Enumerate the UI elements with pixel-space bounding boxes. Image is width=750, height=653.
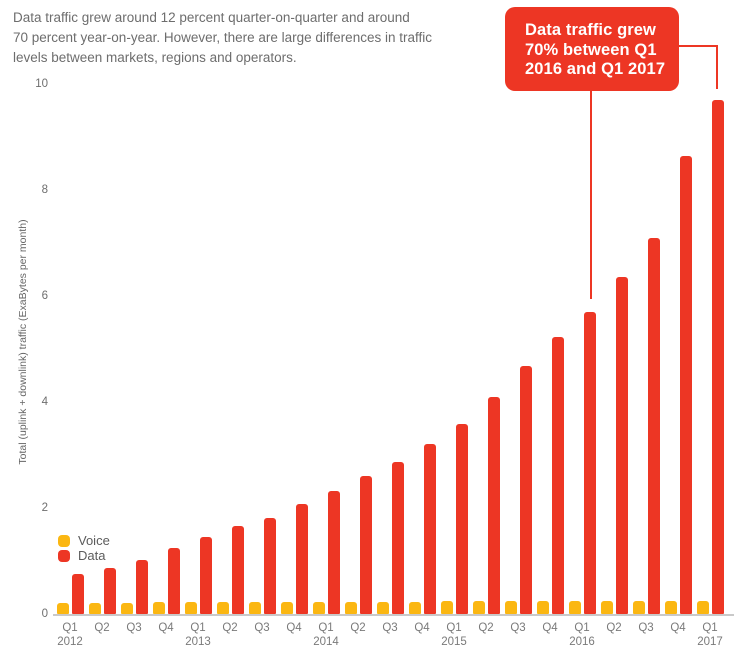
callout-text-line: Data traffic grew — [525, 21, 656, 39]
data-bar — [263, 518, 276, 614]
x-tick-year-label: 2013 — [185, 636, 211, 648]
x-tick-label: Q4 — [670, 622, 686, 634]
voice-bar — [376, 602, 389, 614]
data-bar — [615, 277, 628, 614]
data-bar — [103, 568, 116, 614]
x-tick-label: Q3 — [126, 622, 142, 634]
y-tick-label: 8 — [41, 184, 48, 196]
voice-bar — [504, 601, 517, 614]
data-bar — [487, 397, 500, 614]
x-tick-label: Q3 — [510, 622, 526, 634]
y-tick-label: 4 — [41, 396, 48, 408]
x-tick-label: Q4 — [414, 622, 430, 634]
voice-bar — [152, 602, 165, 614]
voice-bar — [248, 602, 261, 614]
voice-bar — [312, 602, 325, 614]
voice-bar — [184, 602, 197, 614]
x-tick-label: Q2 — [606, 622, 622, 634]
voice-bar — [280, 602, 293, 614]
voice-bar — [120, 603, 133, 614]
callout-box: Data traffic grew 70% between Q1 2016 an… — [505, 7, 679, 91]
data-bar — [359, 476, 372, 614]
voice-bar — [664, 601, 677, 614]
x-tick-label: Q4 — [286, 622, 302, 634]
x-tick-label: Q4 — [542, 622, 558, 634]
data-bar — [327, 491, 340, 614]
voice-bar — [696, 601, 709, 614]
x-tick-label: Q3 — [382, 622, 398, 634]
data-bar — [167, 548, 180, 614]
data-bar — [199, 537, 212, 614]
x-tick-label: Q2 — [94, 622, 110, 634]
voice-bar — [472, 601, 485, 614]
y-tick-label: 2 — [41, 502, 48, 514]
x-tick-label: Q1 — [446, 622, 462, 634]
x-tick-label: Q1 — [574, 622, 590, 634]
data-bar — [583, 312, 596, 614]
y-axis-title: Total (uplink + downlink) traffic (ExaBy… — [17, 219, 29, 465]
voice-bar — [88, 603, 101, 614]
data-bar — [423, 444, 436, 614]
data-bar — [231, 526, 244, 614]
data-bar — [295, 504, 308, 614]
y-tick-label: 6 — [41, 290, 48, 302]
x-tick-year-label: 2017 — [697, 636, 723, 648]
voice-bar — [536, 601, 549, 614]
legend-voice-label: Voice — [78, 533, 110, 548]
callout-text-line: 2016 and Q1 2017 — [525, 60, 666, 78]
voice-bar — [344, 602, 357, 614]
voice-bar — [568, 601, 581, 614]
legend-data-swatch — [58, 550, 70, 562]
x-tick-label: Q3 — [638, 622, 654, 634]
callout-connector-q1-2017-vertical — [716, 45, 718, 89]
callout-connector-q1-2017-horizontal — [679, 45, 718, 47]
intro-line: levels between markets, regions and oper… — [13, 50, 297, 65]
data-bar — [391, 462, 404, 614]
x-axis-line — [53, 614, 734, 616]
data-bar — [455, 424, 468, 614]
intro-line: Data traffic grew around 12 percent quar… — [13, 10, 410, 25]
x-tick-label: Q2 — [478, 622, 494, 634]
legend-data-label: Data — [78, 548, 106, 563]
voice-bar — [600, 601, 613, 614]
callout-text-line: 70% between Q1 — [525, 40, 657, 59]
x-tick-label: Q2 — [350, 622, 366, 634]
y-tick-label: 10 — [35, 78, 48, 90]
x-tick-label: Q2 — [222, 622, 238, 634]
data-bar — [647, 238, 660, 614]
x-tick-year-label: 2012 — [57, 636, 83, 648]
intro-line: 70 percent year-on-year. However, there … — [13, 30, 432, 45]
x-tick-label: Q1 — [702, 622, 718, 634]
data-bar — [135, 560, 148, 614]
legend-voice-swatch — [58, 535, 70, 547]
data-bar — [71, 574, 84, 614]
x-tick-label: Q1 — [318, 622, 334, 634]
callout-connector-q1-2016 — [590, 91, 592, 299]
intro-paragraph: Data traffic grew around 12 percent quar… — [13, 8, 483, 68]
data-bar — [519, 366, 532, 614]
x-tick-year-label: 2014 — [313, 636, 339, 648]
x-tick-year-label: 2016 — [569, 636, 595, 648]
voice-bar — [408, 602, 421, 614]
x-tick-year-label: 2015 — [441, 636, 467, 648]
x-tick-label: Q3 — [254, 622, 270, 634]
voice-bar — [216, 602, 229, 614]
voice-bar — [440, 601, 453, 614]
data-bar — [711, 100, 724, 614]
data-bar — [679, 156, 692, 614]
voice-bar — [56, 603, 69, 614]
y-tick-label: 0 — [41, 608, 48, 620]
voice-bar — [632, 601, 645, 614]
data-bar — [551, 337, 564, 614]
x-tick-label: Q4 — [158, 622, 174, 634]
x-tick-label: Q1 — [190, 622, 206, 634]
x-tick-label: Q1 — [62, 622, 78, 634]
